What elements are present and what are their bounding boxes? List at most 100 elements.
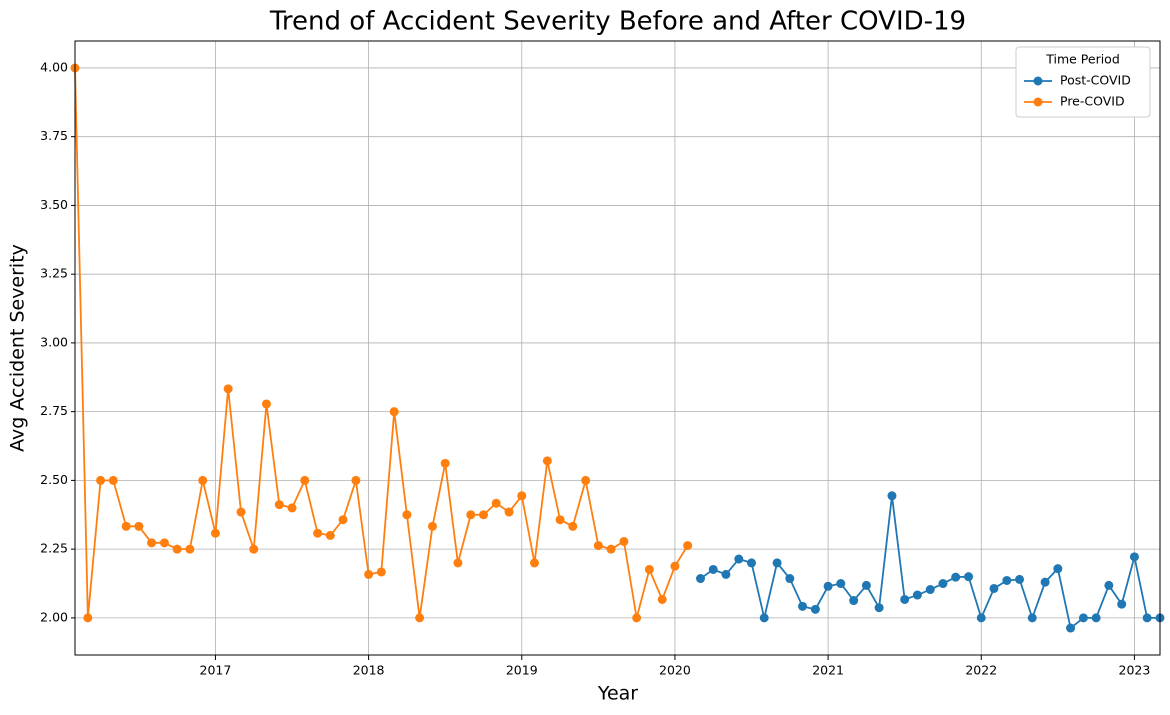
data-point bbox=[83, 613, 93, 623]
chart-title: Trend of Accident Severity Before and Af… bbox=[269, 7, 966, 37]
data-point bbox=[568, 521, 578, 531]
data-point bbox=[364, 569, 374, 579]
data-point bbox=[593, 541, 603, 551]
data-point bbox=[836, 579, 846, 589]
data-point bbox=[861, 580, 871, 590]
x-tick-label: 2018 bbox=[353, 663, 385, 678]
data-point bbox=[376, 567, 386, 577]
data-point bbox=[1040, 577, 1050, 587]
data-point bbox=[708, 564, 718, 574]
y-tick-label: 2.75 bbox=[40, 403, 68, 418]
data-point bbox=[1053, 564, 1063, 574]
data-point bbox=[440, 458, 450, 468]
data-point bbox=[759, 613, 769, 623]
data-point bbox=[951, 572, 961, 582]
data-point bbox=[1091, 613, 1101, 623]
data-point bbox=[696, 574, 706, 584]
data-point bbox=[619, 536, 629, 546]
data-point bbox=[683, 541, 693, 551]
data-point bbox=[147, 538, 157, 548]
y-axis-label: Avg Accident Severity bbox=[7, 244, 29, 452]
data-point bbox=[1002, 575, 1012, 585]
data-point bbox=[517, 491, 527, 501]
data-point bbox=[976, 613, 986, 623]
y-tick-label: 3.75 bbox=[40, 128, 68, 143]
data-point bbox=[351, 475, 361, 485]
data-point bbox=[989, 583, 999, 593]
data-point bbox=[925, 585, 935, 595]
x-tick-label: 2021 bbox=[812, 663, 844, 678]
x-tick-label: 2022 bbox=[965, 663, 997, 678]
data-point bbox=[287, 503, 297, 513]
data-point bbox=[249, 544, 259, 554]
data-point bbox=[466, 510, 476, 520]
y-tick-label: 3.50 bbox=[40, 197, 68, 212]
data-point bbox=[900, 594, 910, 604]
data-point bbox=[1078, 613, 1088, 623]
data-point bbox=[1104, 580, 1114, 590]
data-point bbox=[1129, 552, 1139, 562]
data-point bbox=[300, 475, 310, 485]
legend: Time Period Post-COVID Pre-COVID bbox=[1015, 46, 1151, 118]
data-point bbox=[159, 538, 169, 548]
data-point bbox=[964, 572, 974, 582]
data-point bbox=[849, 596, 859, 606]
data-point bbox=[427, 521, 437, 531]
data-point bbox=[504, 507, 514, 517]
data-point bbox=[402, 510, 412, 520]
x-tick-label: 2019 bbox=[506, 663, 538, 678]
data-point bbox=[223, 384, 233, 394]
data-point bbox=[632, 613, 642, 623]
data-point bbox=[581, 475, 591, 485]
data-point bbox=[491, 498, 501, 508]
legend-label: Post-COVID bbox=[1060, 73, 1131, 88]
data-point bbox=[1015, 574, 1025, 584]
data-point bbox=[747, 558, 757, 568]
data-point bbox=[96, 475, 106, 485]
data-point bbox=[542, 456, 552, 466]
data-point bbox=[338, 515, 348, 525]
data-point bbox=[325, 530, 335, 540]
data-point bbox=[912, 590, 922, 600]
data-point bbox=[1117, 599, 1127, 609]
data-point bbox=[453, 558, 463, 568]
data-point bbox=[389, 407, 399, 417]
data-point bbox=[874, 603, 884, 613]
data-point bbox=[887, 491, 897, 501]
legend-marker bbox=[1033, 97, 1043, 107]
data-point bbox=[236, 507, 246, 517]
legend-box bbox=[1015, 46, 1151, 118]
data-point bbox=[121, 521, 131, 531]
data-point bbox=[1142, 613, 1152, 623]
data-point bbox=[1027, 613, 1037, 623]
y-tick-label: 2.50 bbox=[40, 472, 68, 487]
data-point bbox=[415, 613, 425, 623]
y-tick-label: 2.25 bbox=[40, 541, 68, 556]
data-point bbox=[785, 574, 795, 584]
data-point bbox=[644, 564, 654, 574]
x-tick-label: 2017 bbox=[200, 663, 232, 678]
series-line bbox=[699, 495, 1160, 630]
x-axis-label: Year bbox=[597, 683, 638, 705]
data-point bbox=[823, 581, 833, 591]
data-point bbox=[274, 500, 284, 510]
x-tick-label: 2020 bbox=[659, 663, 691, 678]
data-point bbox=[1066, 623, 1076, 633]
data-point bbox=[198, 475, 208, 485]
data-point bbox=[555, 515, 565, 525]
y-tick-label: 4.00 bbox=[40, 59, 68, 74]
plot-frame bbox=[74, 40, 1161, 656]
data-point bbox=[810, 604, 820, 614]
data-point bbox=[529, 558, 539, 568]
y-tick-label: 2.00 bbox=[40, 609, 68, 624]
y-tick-label: 3.00 bbox=[40, 334, 68, 349]
x-tick-label: 2023 bbox=[1119, 663, 1151, 678]
data-point bbox=[657, 594, 667, 604]
data-point bbox=[134, 521, 144, 531]
data-point bbox=[938, 579, 948, 589]
data-point bbox=[172, 544, 182, 554]
legend-title: Time Period bbox=[1045, 52, 1120, 67]
data-point bbox=[798, 601, 808, 611]
data-point bbox=[670, 561, 680, 571]
